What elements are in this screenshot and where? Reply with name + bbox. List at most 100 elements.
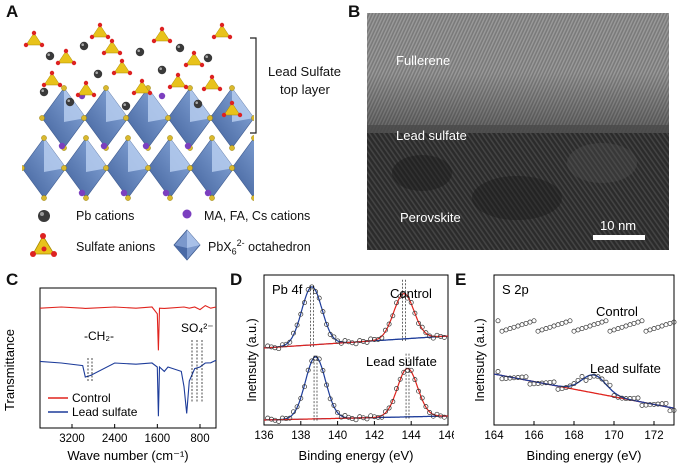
s2p-control-data-point — [567, 318, 573, 324]
legend-octahedron-icon — [173, 229, 201, 261]
s2p-lead-sulfate-data-point — [551, 379, 557, 385]
pb4f-lead-sulfate-data-point — [419, 395, 425, 401]
s2p-lead-sulfate-data-point — [611, 393, 617, 399]
ftir-xtick-label: 3200 — [59, 433, 85, 445]
sulfate-anion — [183, 50, 205, 68]
s2p-xlabel: Binding energy (eV) — [527, 448, 642, 463]
pb4f-lead-sulfate-data-point — [441, 414, 447, 420]
s2p-control-data-point — [627, 322, 633, 328]
halide-atom — [22, 165, 25, 171]
a-site-cation — [100, 142, 108, 150]
s2p-control-data-point — [595, 320, 601, 326]
sulfate-anion — [131, 78, 153, 96]
pb4f-control-data-point — [294, 322, 300, 328]
s2p-lead-sulfate-data-point — [659, 401, 665, 407]
s2p-control-data-point — [499, 328, 505, 334]
pb4f-control-data-point — [287, 339, 293, 345]
pb4f-lead-sulfate-data-point — [290, 409, 296, 415]
s2p-lead-sulfate-data-point — [547, 379, 553, 385]
pb4f-control-data-point — [423, 330, 429, 336]
pb-cation — [135, 47, 145, 57]
pb4f-control-data-point — [408, 300, 414, 305]
pb4f-lead-sulfate-data-point — [408, 367, 414, 373]
halide-atom — [61, 85, 67, 91]
pb4f-control-fit-pb4f52 — [263, 292, 449, 349]
ftir-legend-control: Control — [72, 391, 111, 405]
perovskite-octahedron — [61, 135, 111, 201]
legend-sulfate-label: Sulfate anions — [76, 240, 156, 254]
halide-atom — [41, 195, 47, 201]
pb4f-lead-sulfate-data-point — [390, 399, 396, 405]
s2p-control-data-point — [615, 326, 621, 332]
pb4f-control-data-point — [397, 293, 403, 299]
sulfate-anion — [111, 58, 133, 76]
halide-atom — [103, 165, 109, 171]
sulfate-anion — [167, 72, 189, 90]
pb4f-lead-sulfate-data-point — [305, 367, 311, 373]
sulfate-anion — [151, 26, 173, 44]
s2p-control-data-point — [599, 319, 605, 325]
legend-pb-icon — [38, 210, 50, 222]
ftir-annotation-ch2: -CH₂- — [84, 329, 114, 343]
pb4f-control-data-point — [430, 335, 436, 341]
halide-atom — [123, 115, 129, 121]
s2p-lead-sulfate-data-point — [495, 369, 501, 374]
pb4f-lead-sulfate-data-point — [394, 386, 399, 392]
s2p-control-data-point — [667, 320, 673, 326]
pb4f-control-data-point — [335, 338, 341, 344]
a-site-cation — [58, 142, 66, 150]
pb4f-control-data-point — [324, 321, 330, 327]
pb4f-lead-sulfate-data-point — [416, 388, 422, 394]
pb4f-control-data-point — [386, 321, 392, 327]
ftir-axes-frame — [39, 287, 217, 429]
panel-label-d: D — [230, 270, 243, 289]
sulfate-anion — [89, 22, 111, 40]
s2p-control-data-point — [671, 319, 677, 325]
pb4f-control-data-point — [320, 309, 326, 315]
s2p-control-data-point — [511, 324, 517, 330]
chart-s2p: Inetnsuty (a.u.) 164 166 168 170 172 S 2p Co… — [473, 274, 677, 463]
pb-cation — [45, 51, 55, 61]
pb4f-control-data-point — [360, 339, 366, 344]
ftir-xtick-label: 2400 — [102, 433, 128, 445]
pb-cation — [175, 43, 185, 53]
pb4f-control-data-point — [283, 341, 289, 347]
s2p-xtick-label: 170 — [604, 430, 623, 442]
pb4f-lead-sulfate-data-point — [427, 410, 433, 415]
sulfate-anion — [211, 22, 233, 40]
a-site-cation — [158, 92, 166, 100]
s2p-control-data-point — [515, 323, 521, 329]
s2p-control-data-point — [527, 319, 533, 325]
pb4f-control-data-point — [276, 346, 282, 352]
pb4f-lead-sulfate-data-point — [382, 409, 388, 415]
pb4f-xtick-label: 146 — [438, 430, 454, 442]
pb4f-lead-sulfate-data-point — [327, 396, 333, 402]
tem-scalebar-label: 10 nm — [600, 218, 637, 233]
pb4f-lead-sulfate-data-point — [320, 368, 326, 373]
halide-atom — [103, 85, 109, 91]
halide-atom — [209, 195, 215, 201]
s2p-lead-sulfate-data-point — [595, 374, 601, 380]
halide-atom — [209, 135, 215, 141]
halide-atom — [167, 195, 173, 201]
perovskite-octahedron — [229, 135, 254, 201]
halide-atom — [145, 165, 151, 171]
s2p-control-data-point — [571, 328, 577, 334]
s2p-ylabel: Inetnsuty (a.u.) — [473, 318, 487, 401]
pb-cation — [79, 41, 89, 51]
pb4f-lead-sulfate-data-point — [316, 356, 322, 362]
s2p-control-data-point — [503, 327, 509, 333]
s2p-control-data-point — [607, 328, 613, 334]
s2p-lead-sulfate-data-point — [575, 377, 581, 383]
pb4f-control-data-point — [427, 333, 433, 339]
panel-label-e: E — [455, 270, 467, 289]
s2p-lead-sulfate-data-point — [599, 376, 605, 382]
halide-atom — [187, 85, 193, 91]
bracket-label-line1: Lead Sulfate — [268, 64, 342, 79]
pb-cation — [39, 87, 49, 97]
ftir-xlabel: Wave number (cm⁻¹) — [67, 448, 188, 463]
s2p-control-data-point — [575, 327, 581, 333]
halide-atom — [61, 165, 67, 171]
s2p-control-data-point — [611, 327, 617, 333]
s2p-control-data-point — [531, 318, 537, 324]
